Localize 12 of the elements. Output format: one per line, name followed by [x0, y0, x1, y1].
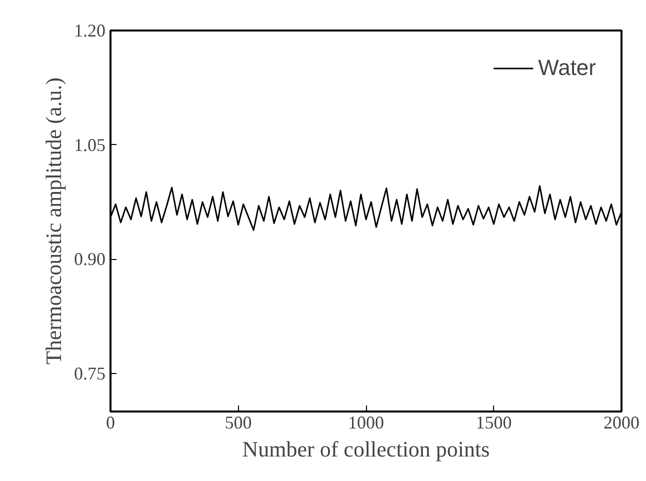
x-tick-label: 1000: [348, 412, 384, 432]
x-tick-label: 2000: [604, 412, 640, 432]
y-tick-label: 1.05: [74, 134, 106, 155]
y-tick-label: 0.90: [74, 249, 106, 270]
y-tick-label: 0.75: [74, 363, 106, 384]
x-tick-label: 500: [224, 412, 252, 432]
x-axis-title: Number of collection points: [242, 436, 490, 462]
x-tick-label: 1500: [476, 412, 512, 432]
x-tick-label: 0: [106, 412, 115, 432]
y-tick-label: 1.20: [74, 20, 106, 40]
legend-label: Water: [538, 55, 596, 81]
y-axis-title: Thermoacoustic amplitude (a.u.): [41, 77, 66, 365]
